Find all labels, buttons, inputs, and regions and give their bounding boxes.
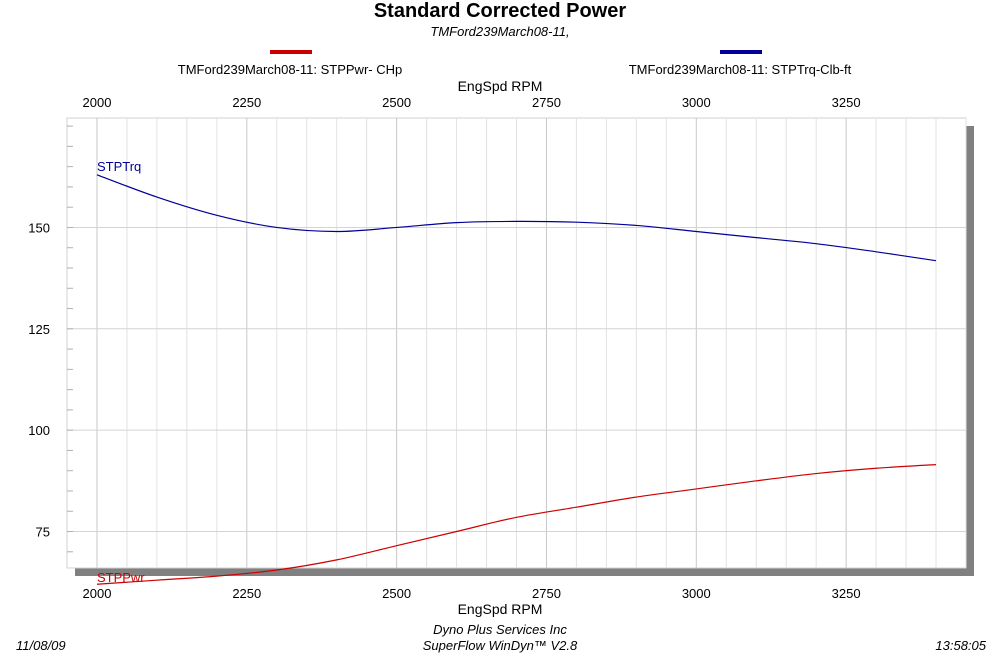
footer-company: Dyno Plus Services Inc [433, 622, 567, 637]
footer-time: 13:58:05 [935, 638, 986, 653]
legend-label-torque: TMFord239March08-11: STPTrq-Clb-ft [628, 62, 852, 77]
tick-labels: 2000 2000 2250 2250 2500 2500 2750 2750 3000 3000… [28, 95, 860, 601]
x-axis-title-bottom: EngSpd RPM [457, 601, 543, 617]
series-line-torque [96, 174, 937, 262]
x-axis-title-top: EngSpd RPM [457, 78, 543, 94]
footer-date: 11/08/09 [16, 638, 66, 653]
x-tick-label-top: 2750 [532, 95, 561, 110]
x-tick-label-bottom: 2250 [232, 586, 261, 601]
chart-title: Standard Corrected Power [373, 0, 627, 22]
chart-subtitle: TMFord239March08-11, [430, 24, 570, 39]
x-tick-label-top: 3250 [832, 95, 861, 110]
x-tick-label-bottom: 3000 [682, 586, 711, 601]
x-tick-label-bottom: 3250 [832, 586, 861, 601]
x-tick-label-top: 3000 [682, 95, 711, 110]
x-tick-label-bottom: 2500 [382, 586, 411, 601]
x-tick-label-top: 2000 [83, 95, 112, 110]
legend-swatch-power [270, 50, 312, 54]
series-lines: STPPwr STPTrq [96, 159, 937, 585]
series-label-power: STPPwr [97, 570, 145, 585]
y-tick-label: 150 [28, 220, 50, 235]
x-tick-label-top: 2500 [382, 95, 411, 110]
plot-shadow-bottom [75, 568, 974, 576]
footer-software: SuperFlow WinDyn™ V2.8 [422, 638, 578, 653]
legend-swatch-torque [720, 50, 762, 54]
y-tick-label: 125 [28, 322, 50, 337]
legend-label-power: TMFord239March08-11: STPPwr- CHp [177, 62, 403, 77]
grid-lines [67, 118, 967, 568]
x-tick-label-bottom: 2750 [532, 586, 561, 601]
series-line-power [96, 464, 937, 585]
plot-shadow-right [966, 126, 974, 576]
y-tick-label: 100 [28, 423, 50, 438]
series-label-torque: STPTrq [97, 159, 141, 174]
x-tick-label-top: 2250 [232, 95, 261, 110]
x-tick-label-bottom: 2000 [83, 586, 112, 601]
y-tick-label: 75 [36, 525, 50, 540]
